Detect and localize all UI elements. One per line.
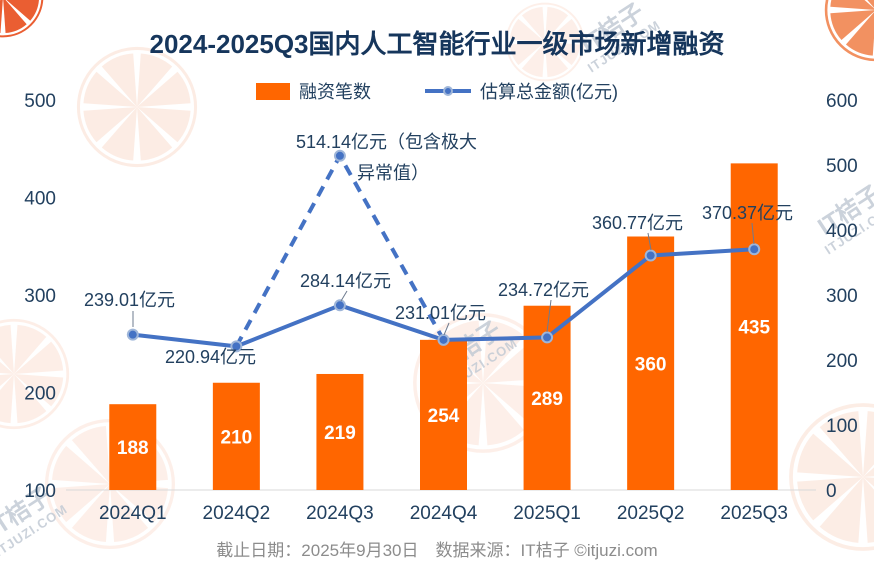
itjuzi-logo-watermark: [824, 0, 874, 62]
bar-value-label-2024Q4: 254: [428, 406, 460, 427]
point-2025Q1: [541, 331, 554, 344]
annotation-leader: [751, 222, 755, 245]
x-axis-label-2024Q2: 2024Q2: [203, 503, 271, 524]
itjuzi-logo-watermark: [0, 318, 70, 430]
amount-label-2025Q3: 370.37亿元: [702, 203, 793, 223]
bar-2025Q3: [730, 163, 778, 490]
bar-value-label-2024Q2: 210: [221, 427, 253, 448]
legend-item-line: 估算总金额(亿元): [425, 78, 618, 104]
bar-2024Q4: [420, 339, 467, 490]
amount-label-2025Q1: 234.72亿元: [498, 280, 589, 300]
bar-value-label-2024Q3: 219: [324, 423, 356, 444]
legend-item-bars: 融资笔数: [256, 78, 371, 104]
left-axis-tick-200: 200: [24, 384, 56, 405]
right-axis-tick-600: 600: [826, 91, 858, 112]
itjuzi-logo-watermark: [505, 2, 585, 82]
left-axis-tick-500: 500: [24, 91, 56, 112]
right-axis-tick-0: 0: [826, 481, 837, 502]
x-axis-label-2024Q4: 2024Q4: [410, 503, 478, 524]
right-axis-tick-200: 200: [826, 351, 858, 372]
bar-value-label-2025Q2: 360: [635, 354, 667, 375]
x-axis-label-2025Q1: 2025Q1: [513, 503, 581, 524]
amount-label-2025Q2: 360.77亿元: [592, 213, 683, 233]
itjuzi-logo-watermark: [0, 0, 44, 38]
point-outlier: [333, 149, 346, 162]
bar-2024Q2: [212, 382, 260, 490]
footer-note: 截止日期：2025年9月30日 数据来源：IT桔子 ©itjuzi.com: [216, 541, 658, 560]
left-axis-tick-300: 300: [24, 286, 56, 307]
bar-value-label-2025Q3: 435: [738, 318, 770, 339]
point-2024Q1: [126, 328, 139, 341]
bar-value-label-2025Q1: 289: [531, 389, 563, 410]
amount-label-2024Q3: 284.14亿元: [300, 271, 391, 291]
line-series-dot: [443, 86, 453, 96]
outlier-label-line2: 异常值）: [357, 163, 429, 183]
bar-series-swatch: [256, 82, 290, 100]
bar-2024Q3: [316, 373, 364, 490]
point-2024Q2: [230, 340, 243, 353]
bar-value-label-2024Q1: 188: [117, 438, 149, 459]
outlier-label-line1: 514.14亿元（包含极大: [296, 132, 477, 152]
x-axis-label-2025Q2: 2025Q2: [617, 503, 685, 524]
annotation-leader: [443, 322, 450, 336]
point-2024Q3: [333, 299, 346, 312]
bar-2025Q2: [627, 236, 675, 490]
x-axis-label-2024Q1: 2024Q1: [99, 503, 167, 524]
itjuzi-logo-watermark: [76, 46, 198, 168]
amount-label-2024Q2: 220.94亿元: [165, 347, 256, 367]
itjuzi-logo-watermark: [788, 402, 874, 552]
bar-2024Q1: [109, 404, 157, 490]
x-axis-label-2024Q3: 2024Q3: [306, 503, 374, 524]
annotation-leader: [340, 290, 348, 302]
right-axis-tick-300: 300: [826, 286, 858, 307]
x-axis-label-2025Q3: 2025Q3: [720, 503, 788, 524]
point-2024Q4: [437, 333, 450, 346]
annotation-leader: [647, 232, 652, 251]
left-axis-tick-400: 400: [24, 189, 56, 210]
annotation-leader: [546, 299, 552, 333]
amount-label-2024Q1: 239.01亿元: [84, 290, 175, 310]
point-2025Q2: [644, 249, 657, 262]
right-axis-tick-100: 100: [826, 416, 858, 437]
legend-line-label: 估算总金额(亿元): [480, 82, 618, 102]
right-axis-tick-500: 500: [826, 156, 858, 177]
legend-bar-label: 融资笔数: [299, 82, 371, 102]
point-2025Q3: [748, 243, 761, 256]
amount-label-2024Q4: 231.01亿元: [395, 303, 486, 323]
right-axis-tick-400: 400: [826, 221, 858, 242]
chart-title: 2024-2025Q3国内人工智能行业一级市场新增融资: [149, 29, 725, 59]
line-series-swatch: [425, 86, 471, 96]
legend: 融资笔数 估算总金额(亿元): [0, 78, 874, 104]
left-axis-tick-100: 100: [24, 481, 56, 502]
